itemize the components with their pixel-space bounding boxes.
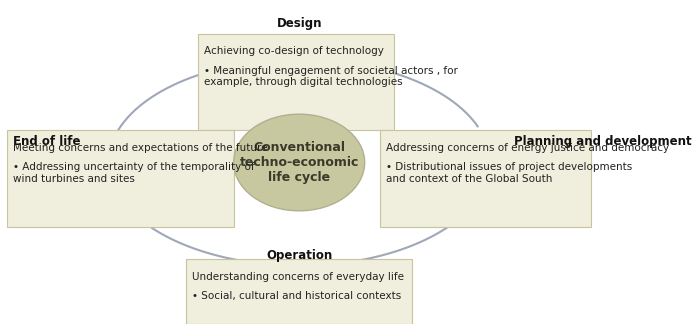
Text: Achieving co-design of technology: Achieving co-design of technology [204, 46, 384, 57]
FancyBboxPatch shape [7, 130, 234, 227]
FancyBboxPatch shape [379, 130, 591, 227]
Text: Conventional
techno-economic
life cycle: Conventional techno-economic life cycle [239, 141, 359, 184]
Text: • Meaningful engagement of societal actors , for
example, through digital techno: • Meaningful engagement of societal acto… [204, 66, 458, 87]
Text: Planning and development: Planning and development [514, 135, 691, 148]
Ellipse shape [234, 114, 365, 211]
FancyBboxPatch shape [186, 259, 412, 324]
Text: • Social, cultural and historical contexts: • Social, cultural and historical contex… [192, 292, 401, 301]
FancyBboxPatch shape [198, 33, 395, 130]
Text: Addressing concerns of energy justice and democracy: Addressing concerns of energy justice an… [386, 143, 668, 153]
Text: Design: Design [276, 18, 322, 31]
Text: Understanding concerns of everyday life: Understanding concerns of everyday life [192, 272, 404, 282]
Text: Operation: Operation [266, 250, 332, 263]
Text: End of life: End of life [13, 135, 80, 148]
Text: • Addressing uncertainty of the temporality of
wind turbines and sites: • Addressing uncertainty of the temporal… [13, 162, 255, 184]
Text: Meeting concerns and expectations of the future: Meeting concerns and expectations of the… [13, 143, 268, 153]
Text: • Distributional issues of project developments
and context of the Global South: • Distributional issues of project devel… [386, 162, 632, 184]
